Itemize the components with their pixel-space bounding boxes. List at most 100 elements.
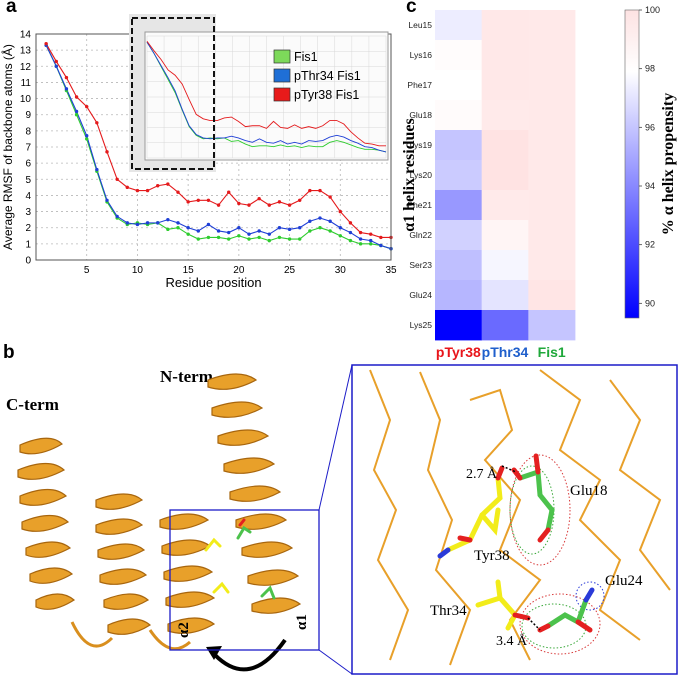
- heatmap-cell: [528, 250, 576, 281]
- data-point: [54, 59, 58, 64]
- panel-letter-c: c: [406, 0, 417, 17]
- data-point: [54, 64, 58, 68]
- y-tick-label: 10: [20, 94, 32, 105]
- data-point: [166, 182, 170, 186]
- heatmap-cell: [481, 190, 529, 221]
- data-point: [216, 229, 221, 233]
- heatmap-cell: [481, 70, 529, 101]
- y-tick-label: 13: [20, 46, 32, 57]
- data-point: [369, 238, 373, 243]
- data-point: [95, 121, 99, 125]
- helix-alpha1: [207, 373, 302, 614]
- data-point: [328, 229, 332, 233]
- zoom-box: [131, 17, 215, 170]
- heatmap-cell: [481, 40, 529, 71]
- heatmap-cell: [528, 130, 576, 161]
- heatmap-cell: [435, 190, 483, 221]
- inset-series-line: [146, 40, 386, 147]
- data-point: [206, 198, 211, 202]
- x-axis-label: Residue position: [165, 275, 261, 290]
- residue-label-thr34: Thr34: [430, 603, 467, 619]
- data-point: [196, 229, 200, 233]
- heatmap-cell: [528, 10, 576, 41]
- y-tick-label: 14: [20, 30, 32, 41]
- heatmap-cell: [528, 40, 576, 71]
- legend-swatch-fis1: [273, 49, 291, 64]
- hbond-2: [527, 617, 541, 631]
- colorbar-tick-label: 92: [645, 240, 655, 250]
- data-point: [105, 150, 109, 154]
- n-term-label: N-term: [160, 367, 213, 386]
- heatmap-row-labels: Leu15 Lys16 Phe17 Glu18 Lys19 Lys20 Phe21 Gln22…: [407, 20, 432, 330]
- row-label: Lys19: [410, 140, 433, 150]
- data-point: [318, 216, 322, 220]
- cartoon-sidechains: [204, 518, 276, 600]
- row-label: Phe21: [407, 200, 432, 210]
- x-tick-label: 20: [233, 265, 245, 276]
- data-point: [369, 232, 373, 236]
- data-point: [257, 235, 261, 240]
- data-point: [156, 184, 160, 188]
- data-point: [176, 190, 180, 194]
- legend-swatch-pthr34: [273, 68, 291, 83]
- y-tick-label: 8: [25, 126, 31, 137]
- zoom-region-box: [169, 509, 320, 651]
- hbond-1: [501, 465, 517, 473]
- row-label: Lys16: [410, 50, 433, 60]
- helix-alpha1-label: α1: [294, 614, 310, 630]
- x-tick-label: 10: [132, 265, 144, 276]
- data-point: [216, 235, 221, 240]
- data-point: [287, 203, 292, 207]
- row-label: Gln22: [409, 230, 432, 240]
- data-point: [328, 219, 332, 223]
- y-tick-label: 1: [25, 239, 31, 250]
- heatmap-cell: [435, 70, 483, 101]
- data-point: [298, 198, 302, 202]
- colorbar-tick-label: 98: [645, 64, 655, 74]
- protein-structure-figure: N-term C-term: [6, 364, 678, 675]
- data-point: [318, 188, 322, 193]
- data-point: [247, 232, 251, 236]
- data-point: [267, 232, 271, 236]
- data-point: [358, 242, 363, 246]
- data-point: [247, 237, 251, 241]
- data-point: [257, 229, 261, 233]
- helix-propensity-heatmap: Leu15 Lys16 Phe17 Glu18 Lys19 Lys20 Phe21 Gln22…: [401, 5, 677, 360]
- connector-line-top: [318, 364, 353, 511]
- data-point: [135, 222, 140, 227]
- distance-label-2: 3.4 Å: [496, 633, 528, 649]
- data-point: [74, 113, 79, 117]
- data-point: [125, 185, 129, 190]
- data-point: [105, 198, 109, 202]
- data-point: [227, 190, 231, 194]
- row-label: Ser23: [409, 260, 432, 270]
- data-point: [338, 234, 342, 238]
- y-tick-label: 12: [20, 62, 32, 73]
- backbone-trace: [369, 369, 671, 666]
- data-point: [135, 188, 140, 193]
- data-point: [287, 237, 292, 241]
- data-point: [298, 226, 302, 230]
- x-tick-label: 35: [385, 265, 397, 276]
- inset-grid: [146, 35, 387, 159]
- column-label: Fis1: [538, 344, 566, 360]
- data-point: [298, 237, 302, 241]
- heatmap-cell: [435, 250, 483, 281]
- rotation-arrow: [213, 638, 287, 672]
- data-point: [379, 243, 383, 248]
- data-point: [186, 226, 190, 230]
- x-tick-label: 15: [183, 265, 195, 276]
- data-point: [85, 134, 89, 138]
- heatmap-cell: [481, 280, 529, 311]
- y-tick-label: 7: [25, 143, 31, 154]
- data-point: [348, 221, 353, 225]
- y-tick-label: 5: [25, 175, 31, 186]
- y-tick-label: 0: [25, 256, 31, 267]
- heatmap-cell: [528, 310, 576, 341]
- y-tick-label: 11: [21, 78, 32, 89]
- row-label: Lys25: [410, 320, 433, 330]
- data-point: [287, 227, 292, 232]
- heatmap-cell: [528, 70, 576, 101]
- heatmap-cell: [528, 190, 576, 221]
- data-point: [247, 203, 251, 207]
